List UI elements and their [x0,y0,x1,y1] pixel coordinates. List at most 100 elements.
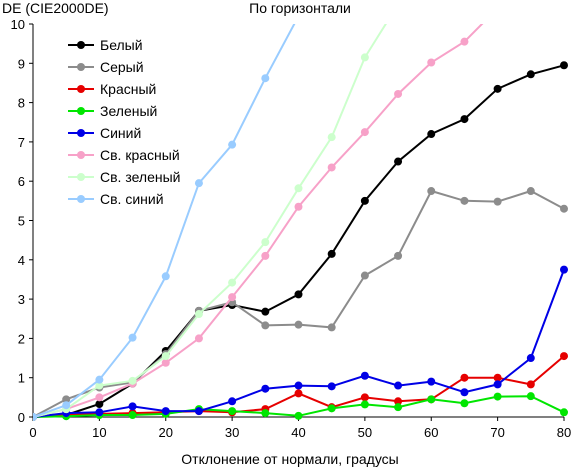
legend-label: Св. зеленый [100,169,180,185]
data-point [460,399,469,408]
y-tick-label: 6 [18,174,25,189]
data-point [95,375,104,384]
data-point [560,61,568,70]
x-tick-label: 60 [424,425,438,440]
y-tick-label: 3 [18,292,25,307]
legend-swatch-marker [77,107,85,115]
data-point [261,321,270,330]
data-point [427,187,436,196]
data-point [494,4,502,12]
data-point [560,204,568,213]
data-point [194,179,203,188]
data-point [128,402,137,411]
data-point [128,411,137,420]
legend-entry: Белый [68,37,143,53]
x-tick-label: 80 [557,425,571,440]
data-point [427,58,436,67]
legend-entry: Красный [68,81,156,97]
legend-swatch-marker [77,41,85,49]
data-point [360,128,369,137]
series-layer [33,0,568,421]
legend-swatch-marker [77,173,85,181]
data-point [360,400,369,409]
data-point [394,251,403,260]
data-point [327,133,336,142]
data-point [261,384,270,393]
data-point [394,397,403,406]
data-point [327,163,336,172]
data-point [161,407,170,416]
data-point [560,265,568,274]
legend-label: Красный [100,81,156,97]
legend: Белый Серый Красный Зеленый Синий Св. красный… [68,37,180,207]
data-point [62,401,71,410]
legend-swatch-marker [77,63,85,71]
data-point [294,389,303,398]
data-point [526,380,535,389]
x-tick-label: 20 [159,425,173,440]
y-tick-label: 9 [18,56,25,71]
data-point [360,393,369,402]
legend-entry: Св. красный [68,147,180,163]
legend-swatch-marker [77,195,85,203]
legend-entry: Зеленый [68,103,157,119]
data-point [360,53,369,62]
legend-label: Зеленый [100,103,157,119]
data-point [294,202,303,211]
data-point [294,411,303,420]
data-point [493,84,502,93]
data-point [526,392,535,401]
data-point [228,278,237,287]
data-point [261,251,270,260]
data-point [194,310,203,319]
data-point [560,408,568,417]
data-point [95,393,104,402]
data-point [161,272,170,281]
y-axis-label: DE (CIE2000DE) [2,0,109,16]
data-point [33,413,37,421]
data-point [327,249,336,258]
series-line [33,24,387,418]
series-6 [33,0,402,421]
data-point [294,184,303,193]
data-point [294,381,303,390]
x-tick-label: 50 [358,425,372,440]
data-point [394,0,402,8]
data-point [493,392,502,401]
legend-entry: Св. зеленый [68,169,180,185]
data-point [228,397,237,406]
data-point [460,388,469,397]
y-tick-label: 5 [18,214,25,229]
data-point [62,395,71,404]
data-point [161,352,170,361]
legend-label: Синий [100,125,141,141]
data-point [327,323,336,332]
data-point [228,407,237,416]
data-point [394,403,403,412]
data-point [493,373,502,382]
data-point [460,373,469,382]
y-tick-label: 10 [11,17,25,32]
data-point [526,354,535,363]
data-point [327,382,336,391]
data-point [261,307,270,316]
y-tick-label: 8 [18,96,25,111]
legend-swatch-marker [77,151,85,159]
series-7 [33,24,296,421]
legend-swatch-marker [77,85,85,93]
legend-label: Св. синий [100,191,164,207]
data-point [128,333,137,342]
x-tick-label: 40 [291,425,305,440]
legend-label: Серый [100,59,144,75]
data-point [427,377,436,386]
y-tick-label: 1 [18,371,25,386]
data-point [128,376,137,385]
data-point [394,157,403,166]
data-point [460,115,469,124]
data-point [460,196,469,205]
legend-entry: Св. синий [68,191,164,207]
x-tick-label: 30 [225,425,239,440]
data-point [360,196,369,205]
